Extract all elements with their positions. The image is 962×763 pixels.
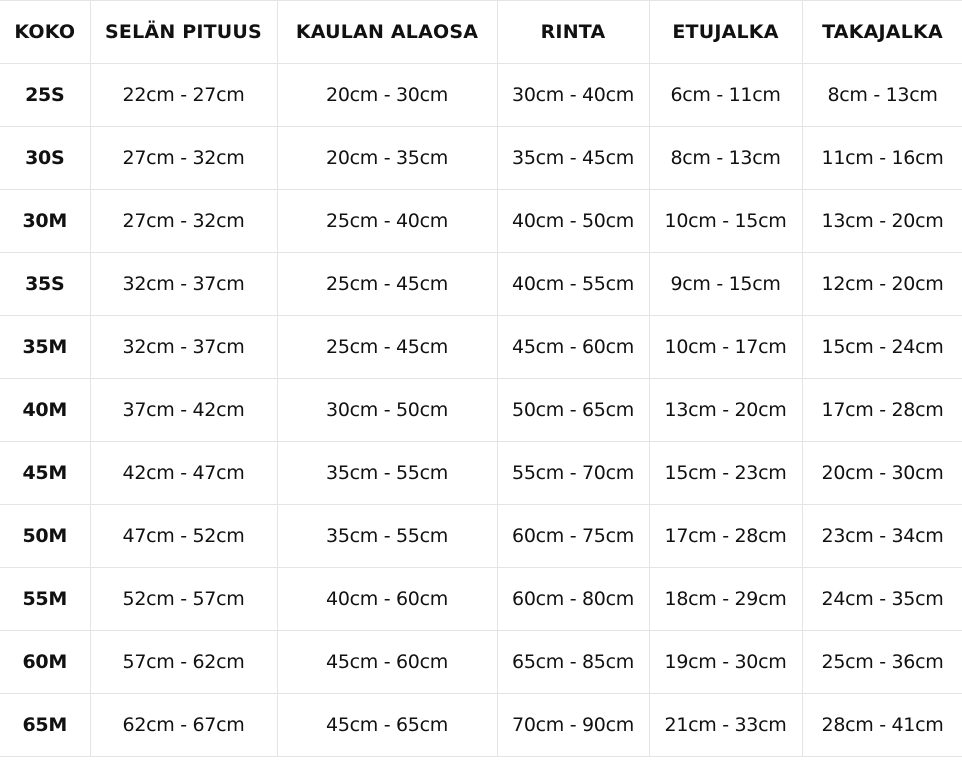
column-header-front-leg: ETUJALKA [648, 0, 803, 64]
cell-chest: 70cm - 90cm [496, 693, 650, 757]
cell-front-leg: 15cm - 23cm [648, 441, 803, 505]
cell-neck: 25cm - 40cm [276, 189, 498, 253]
cell-size: 25S [0, 63, 91, 127]
cell-front-leg: 19cm - 30cm [648, 630, 803, 694]
cell-front-leg: 6cm - 11cm [648, 63, 803, 127]
cell-back-length: 32cm - 37cm [89, 252, 278, 316]
cell-hind-leg: 11cm - 16cm [801, 126, 962, 190]
table-row: 35S 32cm - 37cm 25cm - 45cm 40cm - 55cm 9cm … [0, 252, 962, 316]
cell-size: 30M [0, 189, 91, 253]
cell-neck: 35cm - 55cm [276, 441, 498, 505]
cell-chest: 35cm - 45cm [496, 126, 650, 190]
cell-size: 35M [0, 315, 91, 379]
cell-hind-leg: 12cm - 20cm [801, 252, 962, 316]
cell-size: 60M [0, 630, 91, 694]
header-row: KOKO SELÄN PITUUS KAULAN ALAOSA RINTA ETUJAL… [0, 0, 962, 64]
cell-hind-leg: 25cm - 36cm [801, 630, 962, 694]
cell-neck: 20cm - 35cm [276, 126, 498, 190]
cell-back-length: 37cm - 42cm [89, 378, 278, 442]
cell-front-leg: 10cm - 17cm [648, 315, 803, 379]
cell-hind-leg: 13cm - 20cm [801, 189, 962, 253]
cell-back-length: 52cm - 57cm [89, 567, 278, 631]
cell-hind-leg: 8cm - 13cm [801, 63, 962, 127]
cell-front-leg: 8cm - 13cm [648, 126, 803, 190]
cell-front-leg: 18cm - 29cm [648, 567, 803, 631]
cell-hind-leg: 28cm - 41cm [801, 693, 962, 757]
table-row: 50M 47cm - 52cm 35cm - 55cm 60cm - 75cm 17cm… [0, 504, 962, 568]
cell-back-length: 47cm - 52cm [89, 504, 278, 568]
cell-chest: 30cm - 40cm [496, 63, 650, 127]
cell-back-length: 42cm - 47cm [89, 441, 278, 505]
cell-neck: 35cm - 55cm [276, 504, 498, 568]
table-row: 55M 52cm - 57cm 40cm - 60cm 60cm - 80cm 18cm… [0, 567, 962, 631]
cell-neck: 45cm - 65cm [276, 693, 498, 757]
cell-chest: 55cm - 70cm [496, 441, 650, 505]
cell-chest: 40cm - 55cm [496, 252, 650, 316]
cell-size: 45M [0, 441, 91, 505]
cell-size: 65M [0, 693, 91, 757]
column-header-hind-leg: TAKAJALKA [801, 0, 962, 64]
cell-neck: 25cm - 45cm [276, 252, 498, 316]
cell-size: 40M [0, 378, 91, 442]
cell-back-length: 27cm - 32cm [89, 189, 278, 253]
table-row: 25S 22cm - 27cm 20cm - 30cm 30cm - 40cm 6cm … [0, 63, 962, 127]
cell-hind-leg: 15cm - 24cm [801, 315, 962, 379]
cell-hind-leg: 23cm - 34cm [801, 504, 962, 568]
column-header-neck: KAULAN ALAOSA [276, 0, 498, 64]
table-row: 60M 57cm - 62cm 45cm - 60cm 65cm - 85cm 19cm… [0, 630, 962, 694]
cell-chest: 60cm - 75cm [496, 504, 650, 568]
cell-neck: 25cm - 45cm [276, 315, 498, 379]
column-header-chest: RINTA [496, 0, 650, 64]
cell-front-leg: 10cm - 15cm [648, 189, 803, 253]
cell-neck: 45cm - 60cm [276, 630, 498, 694]
cell-back-length: 62cm - 67cm [89, 693, 278, 757]
cell-front-leg: 9cm - 15cm [648, 252, 803, 316]
cell-front-leg: 21cm - 33cm [648, 693, 803, 757]
cell-chest: 45cm - 60cm [496, 315, 650, 379]
cell-back-length: 27cm - 32cm [89, 126, 278, 190]
cell-neck: 40cm - 60cm [276, 567, 498, 631]
cell-neck: 30cm - 50cm [276, 378, 498, 442]
cell-chest: 50cm - 65cm [496, 378, 650, 442]
cell-size: 35S [0, 252, 91, 316]
cell-size: 50M [0, 504, 91, 568]
table-row: 30S 27cm - 32cm 20cm - 35cm 35cm - 45cm 8cm … [0, 126, 962, 190]
cell-back-length: 22cm - 27cm [89, 63, 278, 127]
table-row: 40M 37cm - 42cm 30cm - 50cm 50cm - 65cm 13cm… [0, 378, 962, 442]
cell-front-leg: 17cm - 28cm [648, 504, 803, 568]
column-header-back-length: SELÄN PITUUS [89, 0, 278, 64]
cell-back-length: 32cm - 37cm [89, 315, 278, 379]
cell-front-leg: 13cm - 20cm [648, 378, 803, 442]
cell-hind-leg: 17cm - 28cm [801, 378, 962, 442]
cell-hind-leg: 24cm - 35cm [801, 567, 962, 631]
cell-chest: 60cm - 80cm [496, 567, 650, 631]
cell-size: 30S [0, 126, 91, 190]
cell-chest: 40cm - 50cm [496, 189, 650, 253]
cell-hind-leg: 20cm - 30cm [801, 441, 962, 505]
table-row: 35M 32cm - 37cm 25cm - 45cm 45cm - 60cm 10cm… [0, 315, 962, 379]
table-row: 30M 27cm - 32cm 25cm - 40cm 40cm - 50cm 10cm… [0, 189, 962, 253]
cell-neck: 20cm - 30cm [276, 63, 498, 127]
table-row: 45M 42cm - 47cm 35cm - 55cm 55cm - 70cm 15cm… [0, 441, 962, 505]
cell-chest: 65cm - 85cm [496, 630, 650, 694]
cell-size: 55M [0, 567, 91, 631]
column-header-size: KOKO [0, 0, 91, 64]
cell-back-length: 57cm - 62cm [89, 630, 278, 694]
table-row: 65M 62cm - 67cm 45cm - 65cm 70cm - 90cm 21cm… [0, 693, 962, 757]
